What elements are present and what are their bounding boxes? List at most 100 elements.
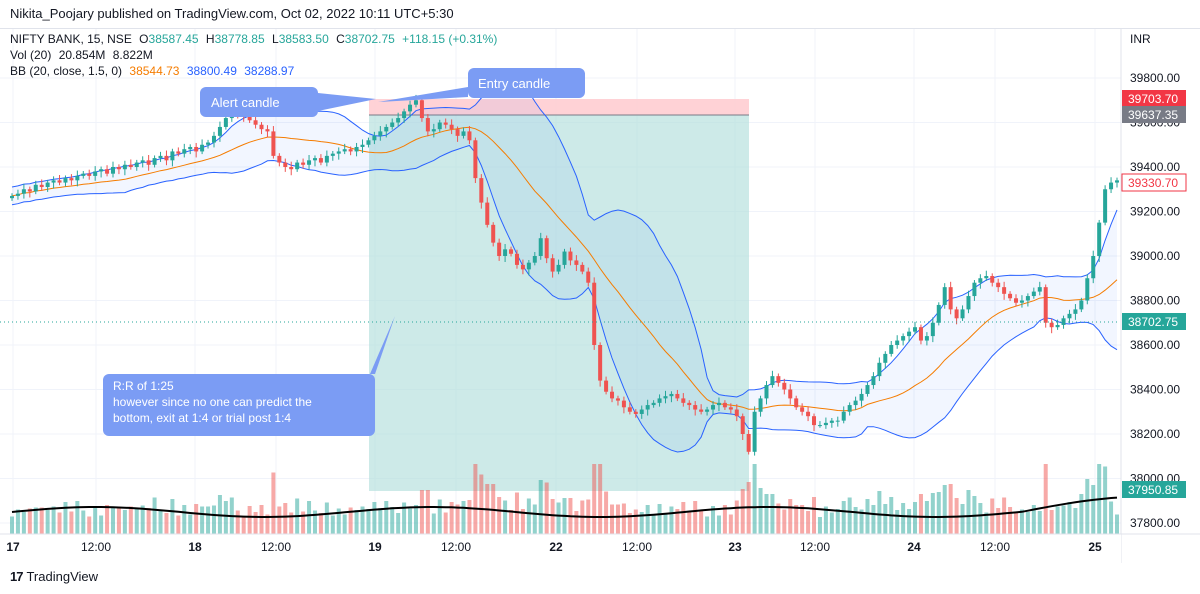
candle-body [1067, 313, 1072, 319]
volume-bar [360, 506, 365, 534]
volume-bar [984, 512, 989, 534]
candle-body [1115, 180, 1119, 183]
candle-body [419, 100, 424, 119]
volume-bar [324, 502, 329, 534]
volume-bar [443, 512, 448, 534]
volume-bar [128, 506, 133, 534]
volume-bar [544, 482, 549, 534]
chart-canvas[interactable]: Alert candle Entry candle R:R of 1:25 ho… [0, 29, 1200, 563]
publish-bar: Nikita_Poojary published on TradingView.… [0, 0, 1200, 29]
x-tick-label: 24 [907, 540, 921, 554]
volume-bar [1115, 514, 1119, 534]
volume-bar [277, 506, 282, 534]
tradingview-logo[interactable]: 17 TradingView [10, 569, 98, 584]
candle-body [509, 249, 514, 254]
volume-bar [378, 508, 383, 534]
candle-body [1097, 222, 1102, 256]
legend-bb-upper: 38800.49 [187, 64, 237, 78]
price-labels: 39703.70 39637.35 39330.70 38702.75 37950.85 [1121, 90, 1187, 498]
time-axis-bg[interactable] [0, 534, 1121, 563]
candle-body [693, 405, 698, 410]
volume-bar [116, 507, 121, 534]
candle-body [954, 309, 959, 319]
volume-bar [966, 490, 971, 534]
candle-body [913, 327, 918, 332]
bollinger-basis-line [11, 126, 1118, 412]
candle-body [122, 164, 127, 170]
volume-bar [942, 485, 947, 534]
candle-body [348, 149, 353, 152]
candle-body [621, 400, 626, 408]
volume-bar [402, 502, 407, 534]
candle-body [81, 173, 86, 176]
y-tick-label: 39800.00 [1130, 71, 1180, 85]
volume-bar [883, 504, 888, 534]
volume-bar [211, 505, 216, 534]
volume-bar [372, 502, 377, 534]
volume-bar [865, 499, 870, 534]
candle-body [948, 287, 953, 310]
volume-bar [15, 509, 20, 534]
candle-body [942, 287, 947, 305]
volume-bar [194, 504, 199, 534]
volume-bar [348, 507, 353, 534]
volume-bar [722, 505, 727, 534]
volume-bar [550, 499, 555, 534]
volume-bar [1002, 497, 1007, 534]
candle-body [10, 195, 14, 199]
candlesticks [10, 94, 1119, 456]
price-label-text: 38702.75 [1128, 315, 1178, 329]
candle-body [336, 151, 341, 154]
price-chart[interactable]: Alert candle Entry candle R:R of 1:25 ho… [0, 29, 1200, 563]
volume-bar [283, 503, 288, 534]
volume-bar [21, 512, 26, 534]
volume-bar [87, 516, 92, 534]
legend-vol-value: 8.822M [113, 48, 153, 62]
risk-reward-callout: R:R of 1:25 however since no one can pre… [103, 316, 395, 436]
volume-bar [33, 507, 38, 534]
volume-bar [1073, 508, 1078, 534]
candle-body [1049, 322, 1054, 328]
volume-bar [342, 514, 347, 534]
candle-body [128, 164, 133, 167]
volume-bar [699, 510, 704, 534]
footer: 17 TradingView [0, 563, 1200, 594]
candle-body [728, 407, 733, 410]
candle-body [116, 167, 121, 170]
volume-bar [1103, 466, 1108, 534]
candle-body [645, 405, 650, 410]
volume-bar [538, 480, 543, 534]
volume-bar [1031, 505, 1036, 534]
price-label-text: 39637.35 [1128, 108, 1178, 122]
candle-body [1025, 296, 1030, 301]
volume-bar [259, 505, 264, 534]
volume-bar [152, 497, 157, 534]
volume-bar [657, 504, 662, 534]
legend-vol-ma: 20.854M [59, 48, 106, 62]
publish-info: Nikita_Poojary published on TradingView.… [10, 6, 454, 21]
volume-bar [99, 515, 104, 534]
volume-bar [936, 492, 941, 534]
volume-bar [1025, 512, 1030, 534]
candle-body [936, 304, 941, 323]
volume-bar [776, 503, 781, 534]
volume-bar [770, 494, 775, 534]
candle-body [758, 398, 763, 412]
x-tick-label: 12:00 [980, 540, 1010, 554]
candle-body [1073, 309, 1078, 314]
volume-bar [752, 464, 757, 534]
y-tick-label: 39400.00 [1130, 160, 1180, 174]
volume-bar [693, 501, 698, 534]
time-axis[interactable]: 17 12:00 18 12:00 19 12:00 22 12:00 23 12:00 24 12:… [6, 540, 1102, 554]
volume-bar [241, 516, 246, 534]
x-tick-label: 25 [1088, 540, 1102, 554]
candle-body [110, 167, 115, 174]
volume-bar [681, 502, 686, 534]
volume-bar [788, 499, 793, 534]
candle-body [152, 158, 157, 165]
volume-bar [318, 513, 323, 534]
volume-bar [467, 500, 472, 534]
candle-body [823, 422, 828, 426]
candle-body [711, 405, 716, 410]
candle-body [764, 385, 769, 399]
